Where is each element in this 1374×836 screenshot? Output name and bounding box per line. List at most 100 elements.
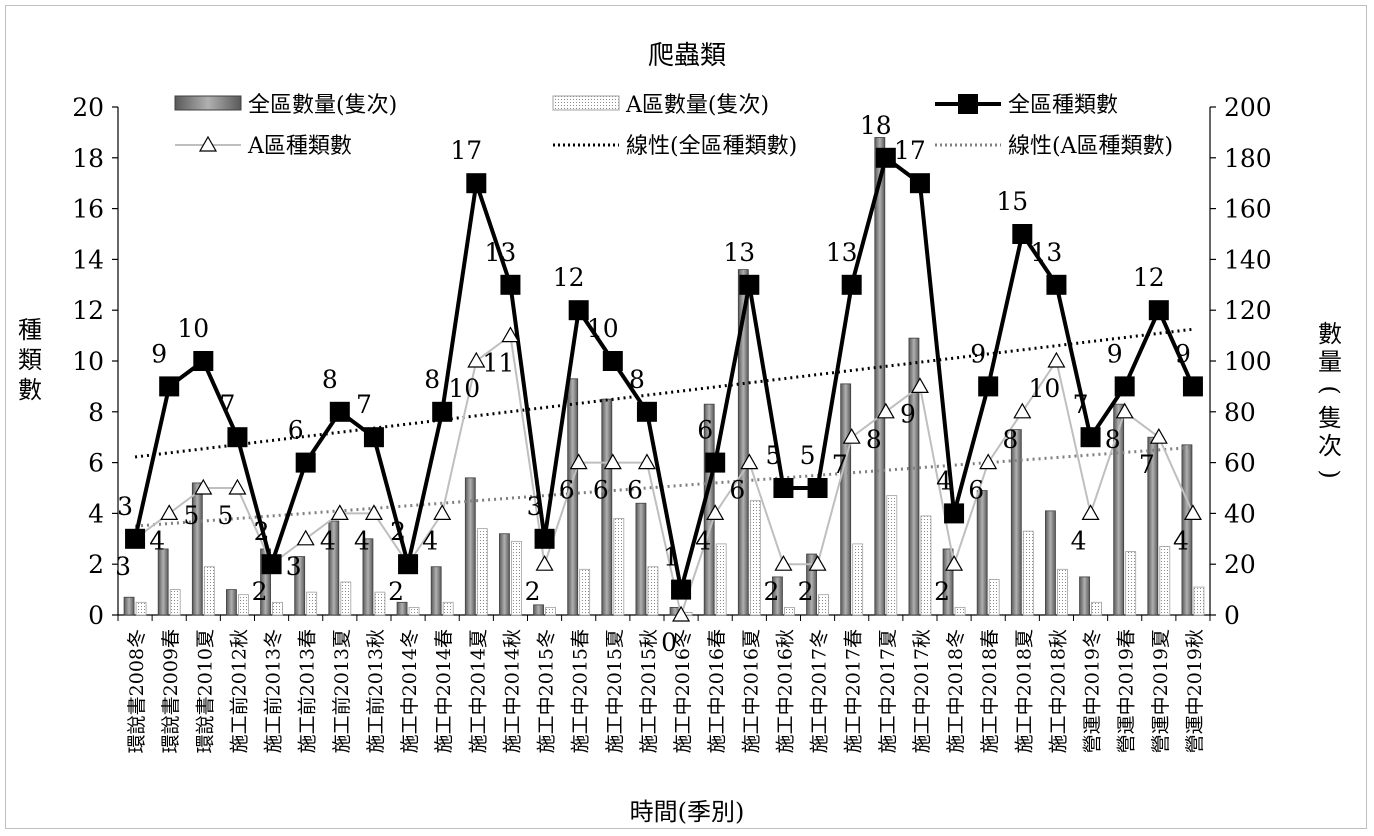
marker-a-species [535,554,554,571]
left-axis-title: 種類數 [18,316,42,404]
marker-a-species [1115,402,1134,419]
right-tick-label: 140 [1224,245,1272,274]
left-tick-label: 16 [72,195,104,224]
bar-a-count [135,601,147,616]
data-label-total-species: 10 [587,314,619,343]
data-label-total-species: 3 [527,492,543,521]
bar-total-count [396,601,408,616]
bar-a-count [852,543,864,616]
marker-total-species [466,173,487,194]
data-label-a-species: 2 [388,577,404,606]
legend-label-trend-total: 線性(全區種類數) [626,134,797,159]
data-label-a-species: 9 [900,399,916,428]
marker-total-species [295,452,316,473]
data-label-a-species: 4 [1071,526,1087,555]
data-label-a-species: 10 [1029,374,1061,403]
x-tick-label: 施工前2013冬 [263,629,285,753]
marker-total-species [398,554,419,575]
bar-total-count [1010,429,1022,616]
x-tick-label: 環說書2009春 [160,629,182,753]
marker-total-species [227,427,248,448]
bar-a-count [306,591,318,616]
marker-total-species [1114,376,1135,397]
bar-total-count [362,538,374,616]
bar-a-count [238,594,249,616]
marker-total-species [534,528,555,549]
bar-total-count [976,490,988,616]
bar-a-count [340,581,352,616]
data-label-total-species: 5 [800,441,816,470]
marker-a-species [1183,504,1202,521]
right-tick-label: 60 [1224,449,1256,478]
marker-total-species [432,401,453,422]
marker-total-species [329,401,350,422]
right-tick-label: 80 [1224,398,1256,427]
x-tick-label: 環說書2010夏 [194,629,216,753]
bar-a-count [715,543,727,616]
x-tick-label: 施工中2018秋 [1047,629,1069,753]
data-label-total-species: 13 [1031,238,1063,267]
marker-a-species [672,605,691,622]
data-label-total-species: 12 [553,263,585,292]
x-axis-title: 時間(季別) [630,798,745,826]
left-axis-title-char: 種 [18,316,42,344]
marker-a-species [740,453,759,470]
marker-total-species [568,300,589,321]
legend-item-a-count: A區數量(隻次) [552,93,769,118]
line-a-species [134,333,1194,619]
legend-label-total-species: 全區種類數 [1008,93,1118,118]
left-tick-label: 8 [88,398,104,427]
legend-swatch-total-count [174,95,242,111]
bar-total-count [157,548,169,616]
data-label-a-species: 4 [422,526,438,555]
legend-swatch-a-count [552,95,620,111]
left-tick-label: 10 [72,347,104,376]
right-axis-title-char: 量 [1318,348,1342,376]
data-label-a-species: 3 [286,552,302,581]
data-label-a-species: 5 [183,501,199,530]
bars [123,137,1205,616]
data-label-a-species: 5 [217,501,233,530]
bar-total-count [1181,444,1193,616]
left-tick-label: 6 [88,449,104,478]
x-tick-label: 施工前2013夏 [331,629,353,753]
x-tick-label: 環說書2008冬 [126,629,148,753]
bar-total-count [840,383,852,616]
bar-a-count [1159,546,1171,616]
data-label-total-species: 10 [177,314,209,343]
marker-total-species [261,554,282,575]
x-tick-label: 施工前2013春 [297,629,319,753]
bar-total-count [533,604,544,616]
marker-a-species [1047,351,1066,368]
marker-total-species [602,351,623,371]
data-label-total-species: 1 [663,543,679,572]
marker-total-species [193,351,214,371]
data-label-total-species: 7 [1073,390,1089,419]
data-label-a-species: 3 [115,552,131,581]
data-label-total-species: 7 [219,390,235,419]
marker-a-species [945,554,964,571]
bar-a-count [749,500,761,616]
data-label-total-species: 9 [1107,339,1123,368]
marker-total-species [841,274,862,295]
bar-a-count [613,518,625,616]
bar-a-count [374,591,386,616]
data-label-total-species: 13 [485,238,517,267]
data-label-total-species: 3 [117,492,133,521]
x-tick-label: 施工中2018春 [979,629,1001,753]
data-label-a-species: 2 [763,577,779,606]
legend-marker-total-species [958,94,978,114]
marker-a-species [876,402,895,419]
legend-item-trend-a: 線性(A區種類數) [935,134,1173,159]
trendline-a-species [134,445,1194,528]
right-tick-label: 100 [1224,347,1272,376]
data-label-a-species: 7 [832,450,848,479]
data-label-a-species: 6 [593,476,609,505]
bar-a-count [579,568,591,616]
marker-total-species [807,478,828,498]
x-tick-label: 施工中2014春 [433,629,455,753]
left-tick-label: 12 [72,296,104,325]
x-tick-label: 施工前2012秋 [228,629,250,753]
marker-total-species [978,376,999,397]
